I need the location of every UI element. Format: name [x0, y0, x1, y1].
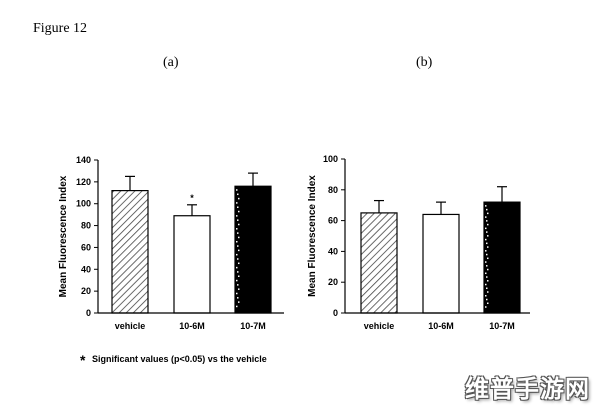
bar-texture — [485, 272, 487, 275]
bar-texture — [236, 253, 238, 256]
bar-texture — [237, 245, 239, 247]
x-tick-label: 10-6M — [179, 321, 205, 331]
bar-texture — [486, 208, 488, 211]
bar-texture — [485, 283, 487, 286]
bar-texture — [486, 242, 488, 245]
bar-texture — [485, 227, 487, 230]
bar-texture — [238, 288, 240, 290]
y-tick-label: 100 — [323, 154, 338, 164]
bar-texture — [237, 219, 239, 221]
bar-texture — [485, 306, 487, 308]
bar-texture — [485, 205, 487, 207]
y-axis-label: Mean Fluorescence Index — [307, 175, 318, 297]
x-tick-label: 10-7M — [489, 321, 515, 331]
y-tick-label: 60 — [328, 216, 338, 226]
x-tick-label: 10-7M — [240, 321, 266, 331]
bar-texture — [487, 302, 489, 305]
footnote-text: Significant values (p<0.05) vs the vehic… — [91, 354, 267, 364]
bar-texture — [238, 236, 240, 239]
x-tick-label: vehicle — [115, 321, 146, 331]
bar-texture — [486, 276, 488, 278]
bar-texture — [236, 240, 238, 243]
bar-texture — [485, 250, 487, 252]
bar-texture — [237, 232, 239, 234]
bar-texture — [236, 228, 238, 230]
bar-texture — [238, 275, 240, 277]
y-tick-label: 20 — [81, 286, 91, 296]
panel-label-a: (a) — [163, 55, 179, 70]
x-tick-label: vehicle — [364, 321, 395, 331]
watermark-logo: 维普手游网 — [465, 375, 590, 403]
y-tick-label: 80 — [328, 185, 338, 195]
bar-texture — [487, 280, 489, 282]
bar-texture — [237, 297, 239, 299]
bar-texture — [238, 197, 240, 200]
y-tick-label: 40 — [81, 264, 91, 274]
bar-texture — [237, 258, 239, 260]
bar-texture — [487, 235, 489, 237]
bar-texture — [486, 298, 488, 301]
bar-texture — [237, 284, 239, 286]
bar-texture — [238, 210, 240, 213]
bar — [111, 190, 149, 314]
y-tick-label: 20 — [328, 277, 338, 287]
y-tick-label: 40 — [328, 246, 338, 256]
bar-texture — [236, 266, 238, 269]
bar-texture — [236, 215, 238, 217]
y-tick-label: 0 — [333, 308, 338, 318]
bar-texture — [485, 238, 487, 241]
y-tick-label: 100 — [76, 199, 91, 209]
bar-texture — [486, 231, 488, 233]
bar-texture — [238, 262, 240, 265]
bar — [173, 215, 211, 314]
bar-texture — [236, 292, 238, 295]
bar — [234, 185, 272, 314]
bar-texture — [237, 193, 239, 196]
bar-texture — [486, 253, 488, 256]
bar-texture — [238, 223, 240, 226]
y-axis-label: Mean Fluorescence Index — [58, 175, 69, 297]
footnote-marker: * — [80, 352, 86, 368]
bar-texture — [486, 265, 488, 267]
bar-texture — [485, 295, 487, 297]
y-tick-label: 140 — [76, 155, 91, 165]
y-tick-label: 0 — [86, 308, 91, 318]
bar-texture — [487, 291, 489, 293]
panel-label-b: (b) — [416, 55, 433, 70]
chart-panel-0: vehicle 10-6M 10-7M * 0 20 40 60 80 100 120 140 Mean… — [58, 155, 284, 331]
bar-texture — [487, 268, 489, 271]
bar-texture — [487, 223, 489, 226]
y-tick-label: 80 — [81, 221, 91, 231]
significance-marker: * — [190, 193, 194, 203]
bar-texture — [485, 216, 487, 218]
bar-texture — [238, 301, 240, 303]
bar — [422, 213, 460, 314]
x-tick-label: 10-6M — [428, 321, 454, 331]
bar-texture — [237, 271, 239, 273]
bar-texture — [486, 220, 488, 222]
bar-texture — [236, 189, 238, 191]
bar-texture — [487, 257, 489, 260]
bar — [360, 212, 398, 314]
bar-texture — [485, 261, 487, 263]
bar-texture — [237, 206, 239, 208]
y-tick-label: 120 — [76, 177, 91, 187]
bar-texture — [487, 212, 489, 215]
bar-texture — [486, 287, 488, 290]
bar-texture — [236, 279, 238, 282]
bar-texture — [236, 202, 238, 204]
bar-texture — [487, 246, 489, 248]
bar-texture — [236, 305, 238, 308]
chart-panel-1: vehicle 10-6M 10-7M 0 20 40 60 80 100 Mean Fluore… — [307, 154, 530, 331]
bar — [483, 201, 521, 314]
y-tick-label: 60 — [81, 242, 91, 252]
footnote: * Significant values (p<0.05) vs the veh… — [80, 352, 267, 368]
bar-texture — [238, 249, 240, 252]
figure-title: Figure 12 — [33, 21, 88, 36]
